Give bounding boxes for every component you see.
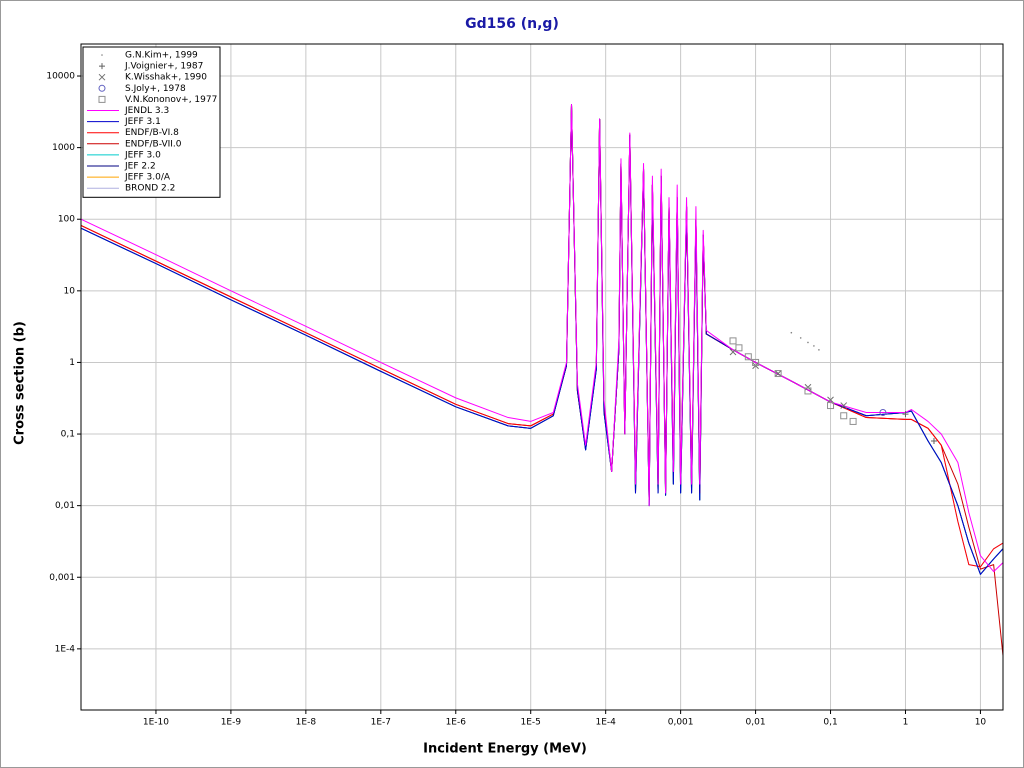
plot-border <box>80 43 1004 711</box>
plot-marks <box>81 104 1003 656</box>
legend-label: K.Wisshak+, 1990 <box>125 73 207 83</box>
legend-label: JEF 2.2 <box>124 162 156 172</box>
data-point <box>735 344 743 352</box>
legend-box <box>82 46 221 198</box>
legend-label: JENDL 3.3 <box>124 106 169 116</box>
y-tick-label: 1E-4 <box>55 644 76 654</box>
data-point <box>807 341 809 344</box>
y-axis-label: Cross section (b) <box>13 321 28 445</box>
data-point <box>744 353 752 361</box>
y-tick-label: 100 <box>58 215 75 225</box>
data-point <box>930 437 937 444</box>
data-point <box>840 402 848 409</box>
data-point <box>729 348 737 356</box>
legend-label: JEFF 3.0 <box>124 150 161 160</box>
legend-label: J.Voignier+, 1987 <box>124 62 203 72</box>
data-point <box>799 337 802 339</box>
data-point <box>774 370 782 378</box>
x-tick-label: 1 <box>903 718 909 728</box>
data-point <box>752 358 760 366</box>
y-tick-label: 10 <box>64 286 76 296</box>
data-point <box>790 331 793 334</box>
legend-label: JEFF 3.0/A <box>124 173 171 183</box>
data-point <box>804 387 812 395</box>
data-point <box>827 396 834 404</box>
data-point <box>840 412 848 420</box>
legend-swatch <box>101 54 103 56</box>
legend-swatch <box>98 95 106 103</box>
y-tick-label: 0,001 <box>49 573 75 583</box>
data-point <box>729 337 737 345</box>
data-point <box>879 408 887 416</box>
x-tick-label: 1E-10 <box>143 718 169 728</box>
data-point <box>774 370 782 377</box>
legend-label: BROND 2.2 <box>125 184 175 194</box>
axes: 1E-10 1E-9 1E-8 1E-7 1E-6 1E-5 1E-4 0,001 0,01 0,… <box>46 72 986 728</box>
y-tick-label: 0,01 <box>55 501 75 511</box>
y-tick-label: 1 <box>69 358 75 368</box>
legend-label: G.N.Kim+, 1999 <box>125 51 198 61</box>
legend-label: ENDF/B-VI.8 <box>125 128 179 138</box>
x-tick-label: 0,001 <box>668 718 694 728</box>
y-tick-label: 0,1 <box>61 430 75 440</box>
x-tick-label: 0,01 <box>746 718 766 728</box>
y-tick-label: 10000 <box>46 72 75 82</box>
data-point <box>849 417 857 425</box>
data-point <box>818 349 820 351</box>
data-point <box>827 402 835 410</box>
x-tick-label: 1E-6 <box>446 718 467 728</box>
x-tick-label: 1E-7 <box>371 718 391 728</box>
data-point <box>902 411 909 418</box>
x-tick-label: 1E-8 <box>296 718 317 728</box>
data-point <box>804 383 812 391</box>
x-axis-label: Incident Energy (MeV) <box>423 742 587 757</box>
grid <box>81 44 1003 710</box>
legend-label: JEFF 3.1 <box>124 117 161 127</box>
x-tick-label: 1E-5 <box>521 718 541 728</box>
data-point <box>813 345 815 347</box>
legend-label: S.Joly+, 1978 <box>125 84 186 94</box>
x-tick-label: 1E-4 <box>595 718 616 728</box>
x-tick-label: 10 <box>975 718 987 728</box>
chart-title: Gd156 (n,g) <box>465 16 559 32</box>
plot-area <box>81 44 1003 710</box>
legend-label: V.N.Kononov+, 1977 <box>125 95 217 105</box>
x-tick-label: 0,1 <box>823 718 837 728</box>
legend-label: ENDF/B-VII.0 <box>125 139 182 149</box>
legend-swatch <box>98 84 106 92</box>
x-tick-label: 1E-9 <box>221 718 242 728</box>
y-tick-label: 1000 <box>52 143 75 153</box>
legend-swatch <box>98 73 106 81</box>
legend-swatch <box>99 63 105 70</box>
